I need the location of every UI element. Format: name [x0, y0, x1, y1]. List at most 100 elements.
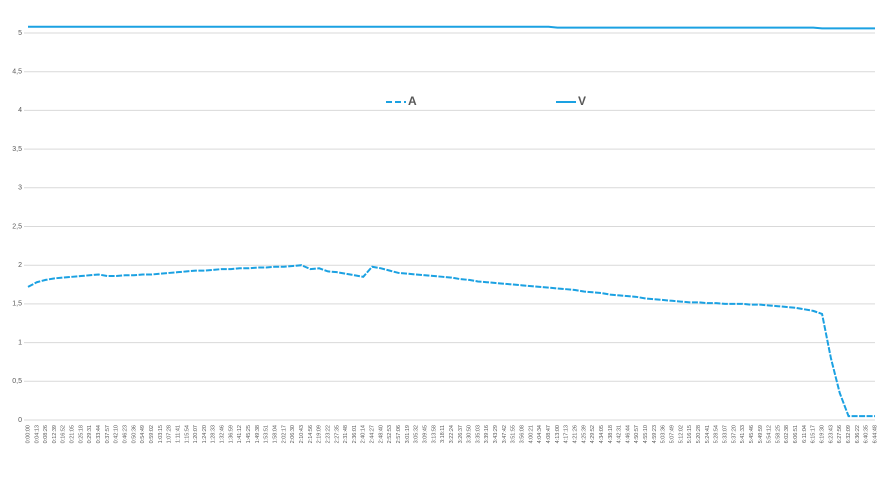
- x-tick-label: 4:46:44: [625, 425, 631, 443]
- x-tick-label: 0:54:49: [140, 425, 146, 443]
- x-tick-label: 0:21:05: [70, 425, 76, 443]
- x-tick-label: 1:11:41: [175, 425, 181, 443]
- x-tick-label: 2:52:53: [387, 425, 393, 443]
- y-tick-label: 1,5: [12, 301, 22, 308]
- x-tick-label: 3:09:45: [422, 425, 428, 443]
- x-tick-label: 2:57:06: [396, 425, 402, 443]
- x-tick-label: 4:34:05: [599, 425, 605, 443]
- x-tick-label: 6:15:17: [811, 425, 817, 443]
- x-tick-label: 3:51:55: [511, 425, 517, 443]
- x-tick-label: 1:53:51: [264, 425, 270, 443]
- x-tick-label: 6:44:48: [872, 425, 877, 443]
- x-tick-label: 3:05:32: [414, 425, 420, 443]
- x-tick-label: 5:12:02: [678, 425, 684, 443]
- x-tick-label: 3:47:42: [502, 425, 508, 443]
- x-tick-label: 6:27:56: [837, 425, 843, 443]
- x-tick-label: 3:22:24: [449, 425, 455, 443]
- x-tick-label: 5:20:28: [696, 425, 702, 443]
- x-tick-label: 3:30:50: [467, 425, 473, 443]
- x-tick-label: 6:32:09: [846, 425, 852, 443]
- x-tick-label: 2:44:27: [370, 425, 376, 443]
- x-tick-label: 3:35:03: [475, 425, 481, 443]
- x-tick-label: 5:33:07: [722, 425, 728, 443]
- x-tick-label: 3:43:29: [493, 425, 499, 443]
- x-tick-label: 3:01:19: [405, 425, 411, 443]
- x-tick-label: 5:58:25: [775, 425, 781, 443]
- x-tick-label: 0:16:52: [61, 425, 67, 443]
- x-tick-label: 1:32:46: [220, 425, 226, 443]
- x-tick-label: 5:07:49: [670, 425, 676, 443]
- x-tick-label: 3:18:11: [440, 425, 446, 443]
- x-tick-label: 2:36:01: [352, 425, 358, 443]
- x-tick-label: 4:17:13: [564, 425, 570, 443]
- x-tick-label: 3:26:37: [458, 425, 464, 443]
- x-tick-label: 2:10:43: [299, 425, 305, 443]
- x-tick-label: 0:04:13: [34, 425, 40, 443]
- x-tick-label: 5:54:12: [767, 425, 773, 443]
- series-line: [28, 25, 875, 30]
- y-tick-label: 3,5: [12, 146, 22, 153]
- y-tick-label: 2: [18, 262, 22, 269]
- x-tick-label: 0:08:26: [43, 425, 49, 443]
- x-tick-label: 4:50:57: [634, 425, 640, 443]
- x-tick-label: 6:40:35: [864, 425, 870, 443]
- x-tick-label: 5:24:41: [705, 425, 711, 443]
- x-tick-label: 1:20:07: [193, 425, 199, 443]
- x-tick-label: 5:03:36: [661, 425, 667, 443]
- x-tick-label: 4:04:34: [537, 425, 543, 443]
- x-tick-label: 4:00:21: [528, 425, 534, 443]
- x-tick-label: 0:33:44: [96, 425, 102, 443]
- x-tick-label: 1:07:28: [167, 425, 173, 443]
- x-tick-label: 0:42:10: [114, 425, 120, 443]
- x-tick-label: 4:13:00: [555, 425, 561, 443]
- x-tick-label: 2:02:17: [281, 425, 287, 443]
- legend-label: A: [408, 94, 417, 108]
- x-tick-label: 2:19:09: [317, 425, 323, 443]
- x-tick-label: 1:28:33: [211, 425, 217, 443]
- x-tick-label: 4:29:52: [590, 425, 596, 443]
- x-tick-label: 1:15:54: [184, 425, 190, 443]
- x-tick-label: 0:50:36: [131, 425, 137, 443]
- x-tick-label: 6:19:30: [820, 425, 826, 443]
- x-tick-label: 1:03:15: [158, 425, 164, 443]
- x-tick-label: 5:41:33: [740, 425, 746, 443]
- x-tick-label: 1:41:12: [237, 425, 243, 443]
- x-tick-label: 2:14:56: [308, 425, 314, 443]
- x-tick-label: 5:45:46: [749, 425, 755, 443]
- x-tick-label: 6:11:04: [802, 425, 808, 443]
- x-tick-label: 2:31:48: [343, 425, 349, 443]
- series-line: [27, 264, 875, 418]
- x-tick-label: 0:46:23: [123, 425, 129, 443]
- x-tick-label: 5:37:20: [731, 425, 737, 443]
- x-tick-label: 2:06:30: [290, 425, 296, 443]
- x-tick-label: 0:25:18: [78, 425, 84, 443]
- y-tick-label: 5: [18, 30, 22, 37]
- x-tick-label: 0:12:39: [52, 425, 58, 443]
- x-tick-label: 6:36:22: [855, 425, 861, 443]
- x-tick-label: 3:39:16: [484, 425, 490, 443]
- x-tick-label: 4:55:10: [643, 425, 649, 443]
- x-tick-label: 1:36:59: [228, 425, 234, 443]
- x-tick-label: 4:42:31: [617, 425, 623, 443]
- x-tick-label: 5:16:15: [687, 425, 693, 443]
- x-tick-label: 5:28:54: [714, 425, 720, 443]
- x-tick-label: 3:13:58: [431, 425, 437, 443]
- x-tick-label: 5:49:59: [758, 425, 764, 443]
- y-tick-label: 3: [18, 185, 22, 192]
- x-tick-label: 1:49:38: [255, 425, 261, 443]
- x-tick-label: 4:21:26: [572, 425, 578, 443]
- x-tick-label: 0:00:00: [25, 425, 31, 443]
- x-tick-label: 2:40:14: [361, 425, 367, 443]
- x-tick-label: 6:23:43: [828, 425, 834, 443]
- x-tick-label: 4:59:23: [652, 425, 658, 443]
- x-tick-label: 1:58:04: [272, 425, 278, 443]
- x-tick-label: 4:25:39: [581, 425, 587, 443]
- y-tick-label: 4,5: [12, 69, 22, 76]
- x-tick-label: 6:06:51: [793, 425, 799, 443]
- y-tick-label: 0: [18, 417, 22, 424]
- y-tick-label: 0,5: [12, 378, 22, 385]
- x-tick-label: 0:59:02: [149, 425, 155, 443]
- x-tick-label: 2:23:22: [325, 425, 331, 443]
